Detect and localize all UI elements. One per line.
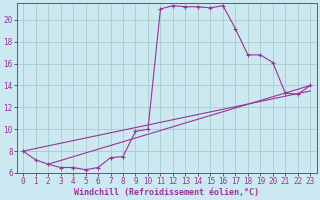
X-axis label: Windchill (Refroidissement éolien,°C): Windchill (Refroidissement éolien,°C) [74, 188, 259, 197]
